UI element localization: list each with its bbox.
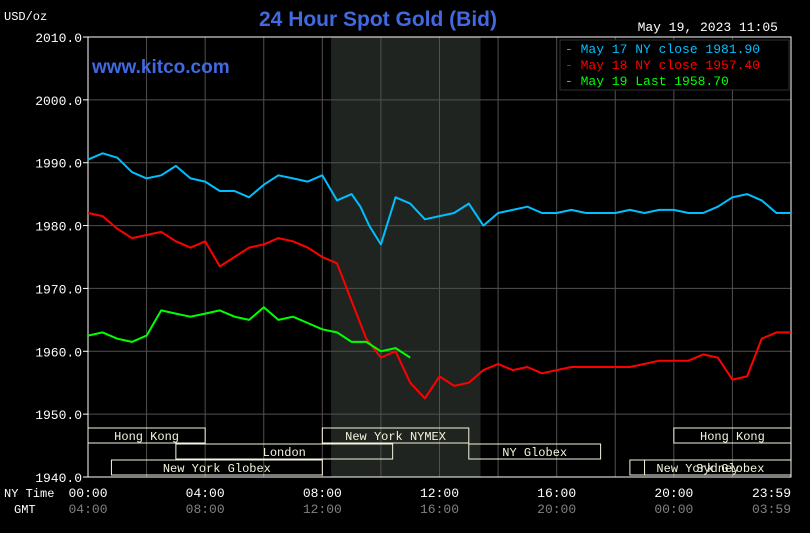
x-tick-label-ny: 12:00: [420, 486, 459, 501]
session-box: [87, 427, 206, 444]
session-box: [110, 459, 323, 476]
session-box: [468, 443, 602, 460]
session-label: New York Globex: [163, 462, 271, 476]
y-tick-label: 1940.0: [35, 471, 82, 486]
ny-time-label: NY Time: [4, 487, 54, 501]
plot-frame: [87, 36, 792, 478]
session-label: New York NYMEX: [345, 430, 446, 444]
y-tick-label: 1970.0: [35, 282, 82, 297]
legend-entry: - May 17 NY close 1981.90: [565, 42, 760, 57]
plot-area: 1940.0 1950.0 1960.0 1970.0 1980.0 1990.0 2000…: [35, 31, 792, 517]
series-line-may18: [87, 212, 791, 400]
session-label: Hong Kong: [114, 430, 179, 444]
x-tick-label-gmt: 00:00: [654, 502, 693, 517]
unit-label: USD/oz: [4, 10, 47, 24]
y-tick-label: 1980.0: [35, 220, 82, 235]
x-tick-label-gmt: 08:00: [186, 502, 225, 517]
timestamp: May 19, 2023 11:05: [638, 20, 778, 35]
y-tick-label: 2010.0: [35, 31, 82, 46]
series-line-may17: [87, 152, 791, 246]
gmt-label: GMT: [14, 503, 36, 517]
y-tick-label: 1950.0: [35, 408, 82, 423]
chart-title: 24 Hour Spot Gold (Bid): [259, 8, 497, 31]
y-tick-label: 2000.0: [35, 94, 82, 109]
watermark: www.kitco.com: [91, 57, 230, 78]
session-box: [673, 427, 792, 444]
x-tick-label-gmt: 20:00: [537, 502, 576, 517]
market-hours-band: [331, 37, 481, 477]
x-tick-label-ny: 08:00: [303, 486, 342, 501]
x-tick-label-ny: 16:00: [537, 486, 576, 501]
x-tick-label-ny: 20:00: [654, 486, 693, 501]
session-box: [175, 443, 394, 460]
session-box: [629, 459, 792, 476]
session-label: Hong Kong: [700, 430, 765, 444]
session-label: New York Globex: [656, 462, 764, 476]
session-label: NY Globex: [502, 446, 567, 460]
x-tick-label-ny: 23:59: [752, 486, 791, 501]
x-tick-label-gmt: 12:00: [303, 502, 342, 517]
x-tick-label-gmt: 03:59: [752, 502, 791, 517]
x-tick-label-gmt: 04:00: [68, 502, 107, 517]
session-box: [321, 427, 470, 444]
session-label: London: [263, 446, 306, 460]
x-tick-label-gmt: 16:00: [420, 502, 459, 517]
session-label: Sydney: [696, 462, 739, 476]
x-tick-label-ny: 04:00: [186, 486, 225, 501]
x-tick-label-ny: 00:00: [68, 486, 107, 501]
y-tick-label: 1960.0: [35, 345, 82, 360]
legend-box: [559, 39, 790, 91]
legend-entry: - May 18 NY close 1957.40: [565, 58, 760, 73]
legend-entry: - May 19 Last 1958.70: [565, 74, 729, 89]
series-line-may19: [87, 306, 411, 359]
y-tick-label: 1990.0: [35, 157, 82, 172]
